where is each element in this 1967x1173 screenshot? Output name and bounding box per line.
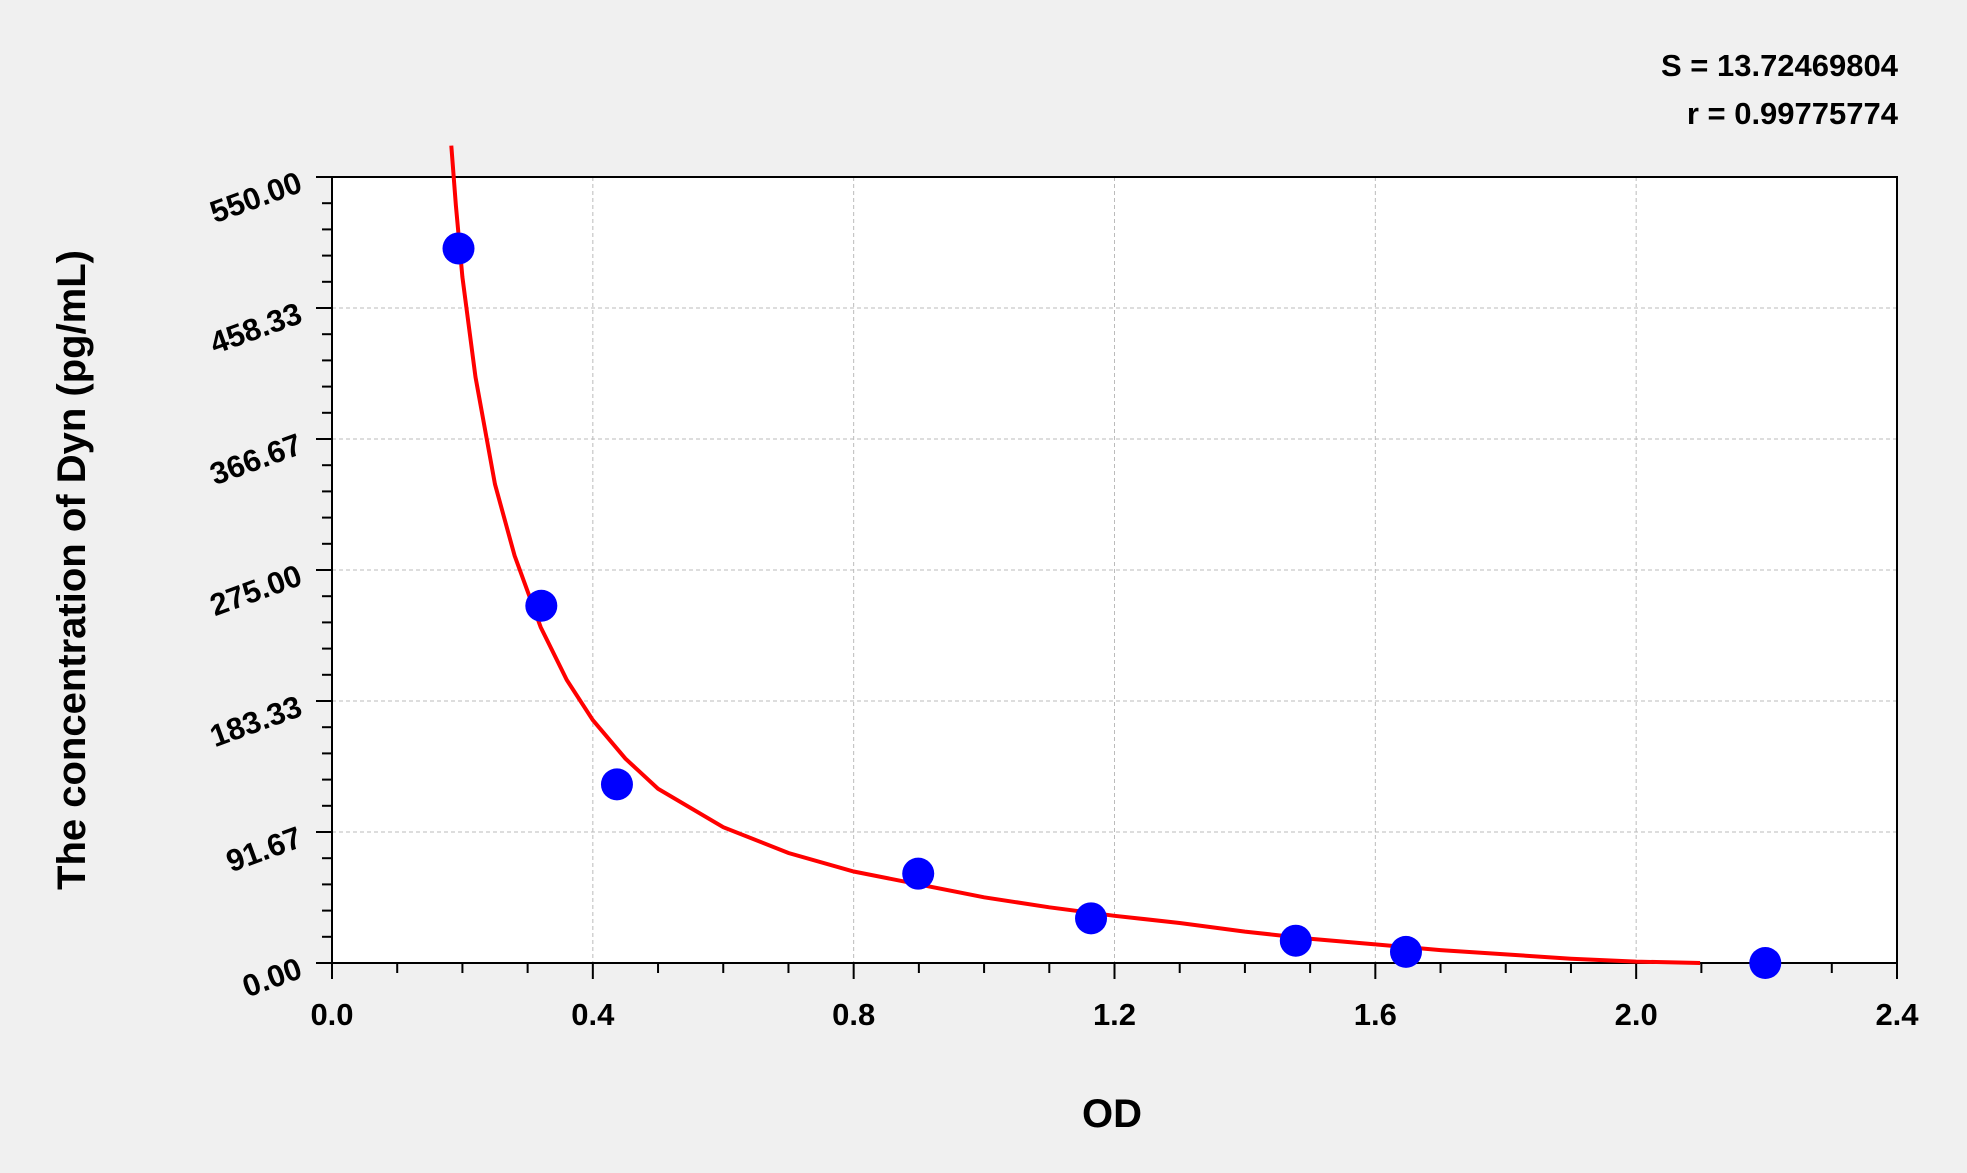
data-point [525, 589, 558, 622]
annotation-r: r = 0.99775774 [1687, 96, 1899, 131]
annotation-s: S = 13.72469804 [1661, 48, 1899, 83]
data-point [1075, 902, 1108, 935]
y-axis-title: The concentration of Dyn (pg/mL) [50, 250, 94, 890]
y-tick-label: 550.00 [205, 165, 306, 230]
y-tick-labels: 0.00 91.67 183.33 275.00 366.67 458.33 550.00 [205, 165, 306, 1005]
grid-lines [332, 177, 1897, 963]
plot-border [331, 176, 1898, 964]
x-tick-labels: 0.0 0.4 0.8 1.2 1.6 2.0 2.4 [310, 997, 1919, 1032]
axis-ticks [316, 176, 1898, 979]
x-tick-label: 1.6 [1354, 997, 1397, 1032]
data-points [442, 232, 1782, 979]
data-point [600, 768, 633, 801]
y-tick-label: 366.67 [205, 427, 306, 492]
data-point [902, 857, 935, 890]
x-axis-title: OD [1082, 1092, 1142, 1136]
x-tick-label: 1.2 [1093, 997, 1136, 1032]
y-tick-label: 183.33 [205, 689, 306, 754]
data-point [1389, 935, 1422, 968]
y-tick-label: 275.00 [205, 558, 306, 623]
x-tick-label: 2.0 [1615, 997, 1658, 1032]
x-tick-label: 0.4 [571, 997, 615, 1032]
x-tick-label: 0.0 [310, 997, 353, 1032]
y-tick-label: 458.33 [205, 296, 306, 361]
data-point [442, 232, 475, 265]
data-point [1749, 947, 1782, 979]
y-tick-label: 0.00 [238, 951, 307, 1005]
data-point [1279, 924, 1312, 957]
x-tick-label: 0.8 [832, 997, 875, 1032]
x-tick-label: 2.4 [1875, 997, 1919, 1032]
y-tick-label: 91.67 [222, 820, 307, 879]
